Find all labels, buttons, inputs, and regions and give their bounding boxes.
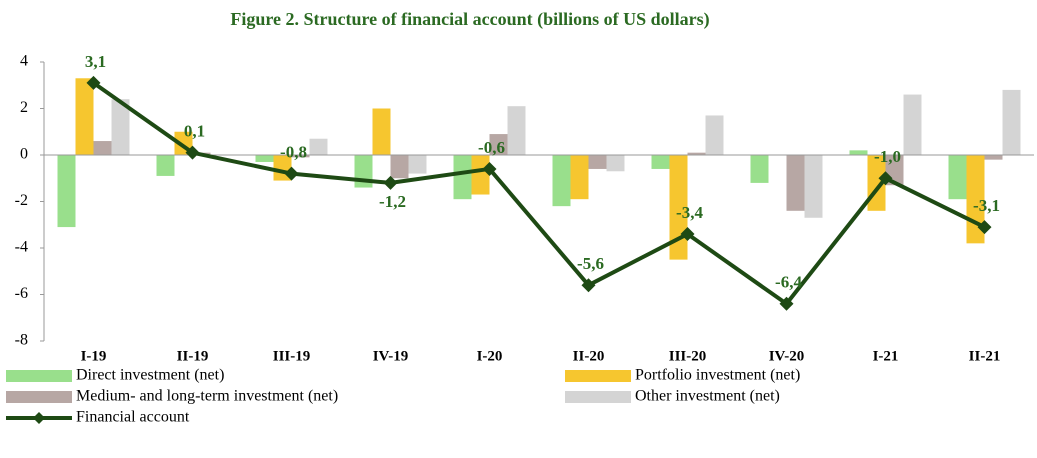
bar: [948, 155, 967, 200]
bar: [705, 115, 724, 155]
x-tick-label: II-21: [969, 348, 1001, 364]
bar: [111, 99, 130, 155]
bar: [903, 94, 922, 155]
data-label: 3,1: [85, 52, 106, 71]
bar: [372, 108, 391, 155]
data-label: 0,1: [184, 122, 205, 141]
bar: [471, 155, 490, 195]
bar: [606, 155, 625, 172]
bar: [552, 155, 571, 207]
marker: [878, 171, 893, 186]
marker: [482, 161, 497, 176]
bar: [849, 150, 868, 155]
legend-label: Other investment (net): [635, 388, 780, 405]
data-label: -1,2: [379, 192, 406, 211]
data-label: -3,1: [973, 196, 1000, 215]
legend-label: Portfolio investment (net): [635, 367, 800, 384]
bar: [255, 155, 274, 162]
bar: [1002, 89, 1021, 155]
legend-label: Medium- and long-term investment (net): [76, 388, 338, 405]
y-tick-label: 2: [20, 99, 28, 116]
data-label: -0,6: [478, 138, 505, 157]
bar: [75, 78, 94, 155]
chart-title: Figure 2. Structure of financial account…: [230, 9, 709, 30]
bar: [291, 155, 310, 158]
bar: [804, 155, 823, 218]
y-tick-label: -8: [15, 332, 28, 349]
bar: [750, 155, 769, 183]
legend-swatch: [565, 370, 631, 382]
bar: [489, 134, 508, 155]
legend-marker: [33, 412, 45, 424]
marker: [284, 166, 299, 181]
bar: [156, 155, 175, 176]
x-tick-label: I-20: [477, 348, 503, 364]
legend-swatch: [6, 391, 72, 403]
x-tick-label: III-19: [273, 348, 311, 364]
legend-label: Direct investment (net): [76, 367, 224, 384]
marker: [86, 75, 101, 90]
marker: [680, 227, 695, 242]
bar: [651, 155, 670, 169]
legend-swatch: [565, 391, 631, 403]
y-tick-label: 4: [20, 53, 28, 70]
data-label: -3,4: [676, 203, 703, 222]
bar: [984, 155, 1003, 160]
bar: [309, 138, 328, 155]
x-tick-label: I-19: [81, 348, 107, 364]
y-tick-label: -6: [15, 285, 28, 302]
data-label: -6,4: [775, 273, 802, 292]
x-tick-label: III-20: [669, 348, 707, 364]
marker: [977, 220, 992, 235]
bar: [93, 141, 112, 155]
bar: [687, 152, 706, 155]
marker: [185, 145, 200, 160]
bar: [390, 155, 409, 179]
data-label: -5,6: [577, 254, 604, 273]
x-tick-label: I-21: [873, 348, 899, 364]
y-tick-label: -4: [15, 239, 28, 256]
bar: [570, 155, 589, 200]
bar: [453, 155, 472, 200]
bar: [588, 155, 607, 169]
marker: [779, 296, 794, 311]
data-label: -0,8: [280, 143, 307, 162]
y-tick-label: 0: [20, 146, 28, 163]
legend-label: Financial account: [76, 409, 190, 426]
bar: [786, 155, 805, 211]
bar: [57, 155, 76, 228]
x-tick-label: IV-19: [373, 348, 409, 364]
data-label: -1,0: [874, 147, 901, 166]
bar: [408, 155, 427, 174]
marker: [383, 175, 398, 190]
x-tick-label: II-19: [177, 348, 209, 364]
x-tick-label: II-20: [573, 348, 605, 364]
legend-swatch: [6, 370, 72, 382]
y-tick-label: -2: [15, 192, 28, 209]
marker: [581, 278, 596, 293]
line: [92, 81, 986, 306]
x-tick-label: IV-20: [769, 348, 805, 364]
bar: [507, 106, 526, 155]
